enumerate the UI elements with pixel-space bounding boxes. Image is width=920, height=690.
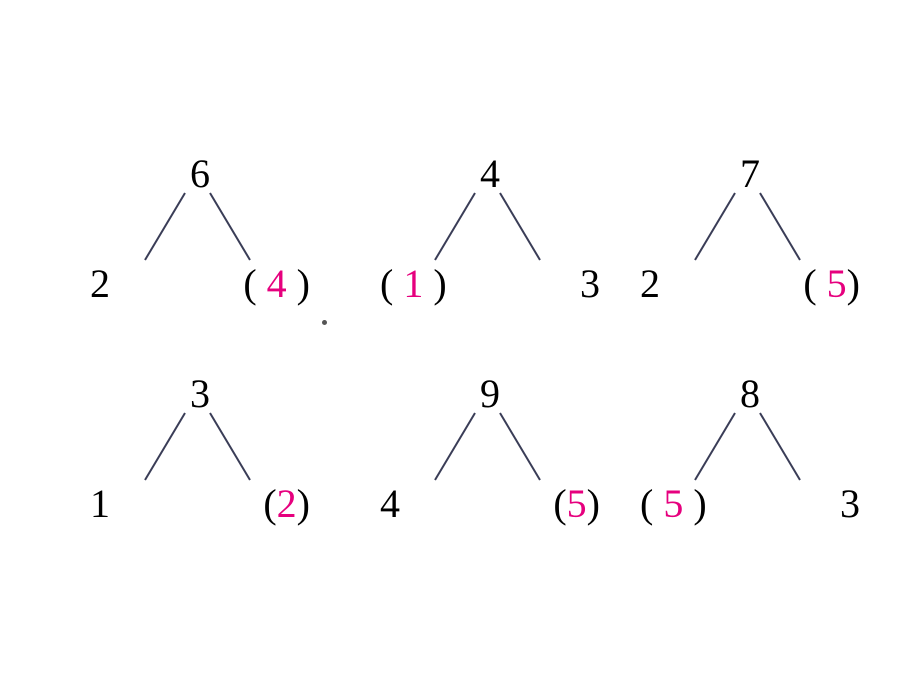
right-leaf: 3 — [840, 480, 860, 527]
left-leaf: 2 — [640, 260, 660, 307]
number-bond-tree: 72( 5) — [640, 150, 860, 310]
stray-dot — [322, 320, 327, 325]
tree-diagram-canvas: 62( 4 )4( 1 )372( 5)31(2)94(5)8( 5 )3 — [0, 0, 920, 690]
number-bond-tree: 94(5) — [380, 370, 600, 530]
right-leaf: (5) — [553, 480, 600, 527]
right-leaf: 3 — [580, 260, 600, 307]
left-leaf: ( 1 ) — [380, 260, 447, 307]
left-leaf: 4 — [380, 480, 400, 527]
number-bond-tree: 8( 5 )3 — [640, 370, 860, 530]
right-leaf: (2) — [263, 480, 310, 527]
left-leaf: 1 — [90, 480, 110, 527]
right-leaf: ( 4 ) — [243, 260, 310, 307]
left-leaf: ( 5 ) — [640, 480, 707, 527]
number-bond-tree: 31(2) — [90, 370, 310, 530]
number-bond-tree: 62( 4 ) — [90, 150, 310, 310]
right-leaf: ( 5) — [803, 260, 860, 307]
left-leaf: 2 — [90, 260, 110, 307]
number-bond-tree: 4( 1 )3 — [380, 150, 600, 310]
